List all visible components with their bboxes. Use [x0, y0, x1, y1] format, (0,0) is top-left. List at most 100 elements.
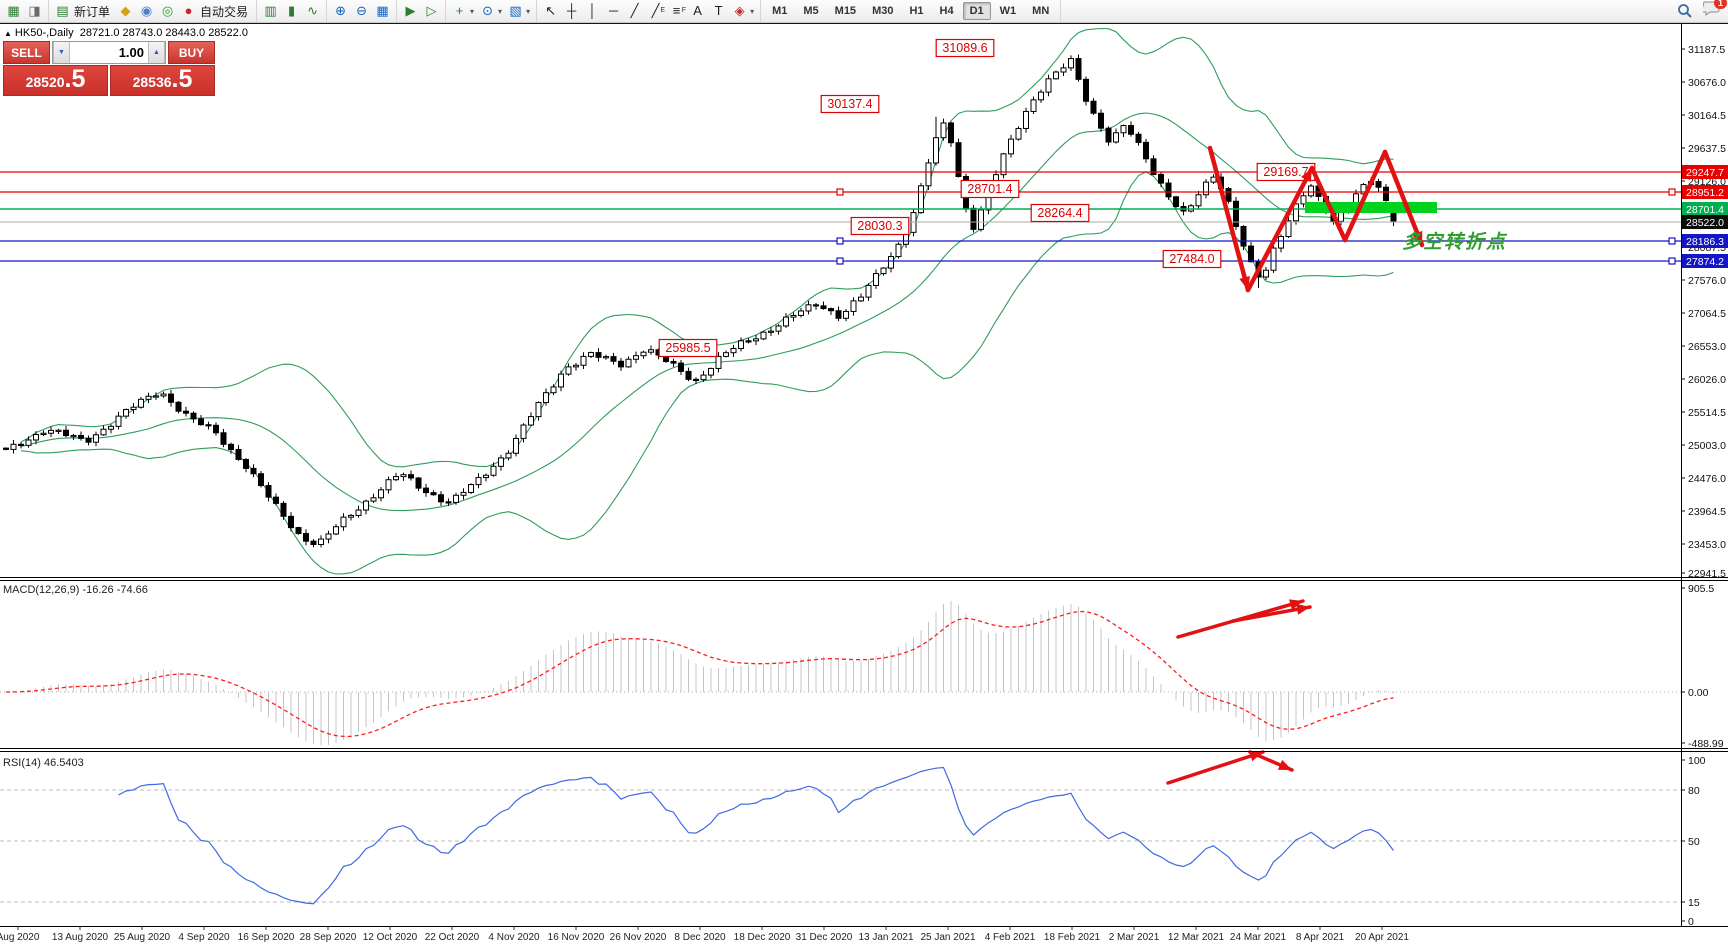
volume-up-button[interactable]: ▲	[148, 42, 165, 63]
equidistant-channel-icon[interactable]: ╱ E	[651, 3, 666, 18]
timeframe-m30[interactable]: M30	[872, 5, 894, 17]
line-chart-icon[interactable]: ∿	[307, 3, 318, 18]
metaeditor-icon[interactable]: ◆	[120, 3, 131, 18]
svg-text:-488.99: -488.99	[1688, 738, 1724, 750]
svg-text:23964.5: 23964.5	[1688, 506, 1726, 518]
chat-icon[interactable]: 1	[1701, 0, 1727, 21]
svg-text:28 Sep 2020: 28 Sep 2020	[300, 932, 357, 943]
zoom-out-icon[interactable]: ⊖	[356, 3, 367, 18]
autotrading-icon[interactable]: ●	[184, 3, 193, 18]
svg-text:28951.2: 28951.2	[1686, 187, 1724, 199]
sell-button[interactable]: SELL	[3, 41, 50, 64]
autotrading-label[interactable]: 自动交易	[200, 4, 249, 19]
svg-text:24 Mar 2021: 24 Mar 2021	[1230, 932, 1287, 943]
fibonacci-icon[interactable]: ≡ F	[672, 3, 687, 18]
main-pane[interactable]	[3, 27, 1397, 575]
toolbar-right: 1	[1677, 0, 1728, 21]
svg-text:28030.3: 28030.3	[857, 219, 902, 233]
signals-icon[interactable]: ◎	[161, 3, 174, 18]
timeframe-m1[interactable]: M1	[772, 5, 788, 17]
annotation-text[interactable]: 多空转折点	[1402, 231, 1508, 253]
text-label-icon[interactable]: T	[714, 3, 723, 18]
svg-text:Aug 2020: Aug 2020	[0, 932, 40, 943]
trendline-icon[interactable]: ╱	[630, 3, 639, 18]
svg-text:4 Nov 2020: 4 Nov 2020	[488, 932, 540, 943]
arrows-icon[interactable]: ◈	[734, 3, 745, 18]
sell-price-button[interactable]: 28520 .5	[3, 65, 108, 96]
crosshair-icon[interactable]: ┼	[566, 3, 577, 18]
timeframe-h4[interactable]: H4	[939, 5, 954, 17]
vertical-line-icon[interactable]: │	[588, 3, 597, 18]
rsi-pane[interactable]	[0, 766, 1681, 905]
svg-text:29247.7: 29247.7	[1686, 167, 1724, 179]
svg-text:27064.5: 27064.5	[1688, 308, 1726, 320]
one-click-trading-panel: SELL ▼ ▲ BUY 28520 .5 28536 .5	[3, 41, 215, 96]
svg-text:31187.5: 31187.5	[1688, 44, 1725, 56]
new-order-icon[interactable]: ▤	[56, 3, 69, 18]
indicators-dropdown-icon[interactable]: ▾	[470, 6, 475, 16]
timeframe-m15[interactable]: M15	[834, 5, 857, 17]
svg-text:4 Feb 2021: 4 Feb 2021	[985, 932, 1036, 943]
templates-icon[interactable]: ▧	[509, 3, 522, 18]
toolbar-group: + ▾ ⊙ ▾ ▧ ▾	[446, 0, 538, 22]
timeframe-mn[interactable]: MN	[1032, 5, 1050, 17]
volume-input[interactable]	[70, 42, 148, 63]
toolbar-group: ↖ ┼ │ ─ ╱ ╱ E ≡ F A T ◈ ▾	[537, 0, 762, 22]
volume-down-button[interactable]: ▼	[53, 42, 70, 63]
green-highlight-bar[interactable]	[1305, 202, 1437, 213]
new-order-label[interactable]: 新订单	[74, 4, 111, 19]
templates-dropdown-icon[interactable]: ▾	[526, 6, 531, 16]
svg-text:80: 80	[1688, 785, 1700, 797]
macd-pane[interactable]	[0, 601, 1681, 746]
bar-chart-icon[interactable]: ▥	[264, 3, 277, 18]
svg-text:23453.0: 23453.0	[1688, 539, 1726, 551]
periods-icon[interactable]: ⊙	[482, 3, 493, 18]
one-click-collapse-icon[interactable]: ▲	[4, 29, 12, 38]
text-icon[interactable]: A	[693, 3, 702, 18]
horizontal-line-icon[interactable]: ─	[608, 3, 619, 18]
timeframe-h1[interactable]: H1	[909, 5, 924, 17]
chart-window-icon[interactable]: ▦	[7, 3, 20, 18]
svg-text:30164.5: 30164.5	[1688, 110, 1726, 122]
toolbar-group: ⊕ ⊖ ▦	[327, 0, 398, 22]
arrows-dropdown-icon[interactable]: ▾	[750, 6, 755, 16]
price-axis[interactable]: 31187.530676.030164.529637.529126.028087…	[1681, 44, 1728, 928]
svg-text:28186.3: 28186.3	[1686, 236, 1724, 248]
auto-scroll-icon[interactable]: ▶	[405, 3, 416, 18]
trend-arrows-rsi[interactable]	[1166, 750, 1294, 785]
timeframe-w1[interactable]: W1	[999, 5, 1017, 17]
svg-text:28522.0: 28522.0	[1686, 217, 1724, 229]
symbol-title: ▲ HK50-,Daily 28721.0 28743.0 28443.0 285…	[4, 27, 248, 39]
timeframe-d1[interactable]: D1	[962, 2, 991, 20]
svg-text:MACD(12,26,9) -16.26 -74.66: MACD(12,26,9) -16.26 -74.66	[3, 584, 148, 596]
timeframe-m5[interactable]: M5	[803, 5, 819, 17]
cursor-icon[interactable]: ↖	[545, 3, 557, 18]
svg-text:26 Nov 2020: 26 Nov 2020	[610, 932, 667, 943]
date-axis[interactable]: Aug 2020 13 Aug 2020 25 Aug 2020 4 Sep 2020…	[0, 926, 1409, 943]
svg-text:25 Aug 2020: 25 Aug 2020	[114, 932, 171, 943]
profiles-icon[interactable]: ◨	[28, 3, 41, 18]
svg-text:27484.0: 27484.0	[1169, 252, 1214, 266]
trend-arrows-main[interactable]	[1207, 145, 1425, 293]
svg-text:27874.2: 27874.2	[1686, 256, 1724, 268]
svg-text:25 Jan 2021: 25 Jan 2021	[920, 932, 975, 943]
buy-button[interactable]: BUY	[168, 41, 215, 64]
chart-shift-icon[interactable]: ▷	[426, 3, 437, 18]
indicator-labels: MACD(12,26,9) -16.26 -74.66 RSI(14) 46.54…	[3, 584, 148, 769]
trend-arrows-macd[interactable]	[1176, 599, 1312, 639]
search-icon[interactable]	[1677, 3, 1693, 19]
periods-dropdown-icon[interactable]: ▾	[498, 6, 503, 16]
expert-advisors-icon[interactable]: ◉	[140, 3, 153, 18]
candlestick-chart-icon[interactable]: ▮	[287, 3, 296, 18]
chart-frame	[0, 24, 1728, 927]
notification-badge: 1	[1713, 0, 1727, 9]
indicators-icon[interactable]: +	[455, 3, 464, 18]
tile-windows-icon[interactable]: ▦	[376, 3, 389, 18]
window-border	[0, 22, 1728, 24]
buy-price-button[interactable]: 28536 .5	[110, 65, 215, 96]
sell-price-frac: .5	[64, 65, 86, 93]
zoom-in-icon[interactable]: ⊕	[335, 3, 346, 18]
svg-text:4 Sep 2020: 4 Sep 2020	[178, 932, 230, 943]
